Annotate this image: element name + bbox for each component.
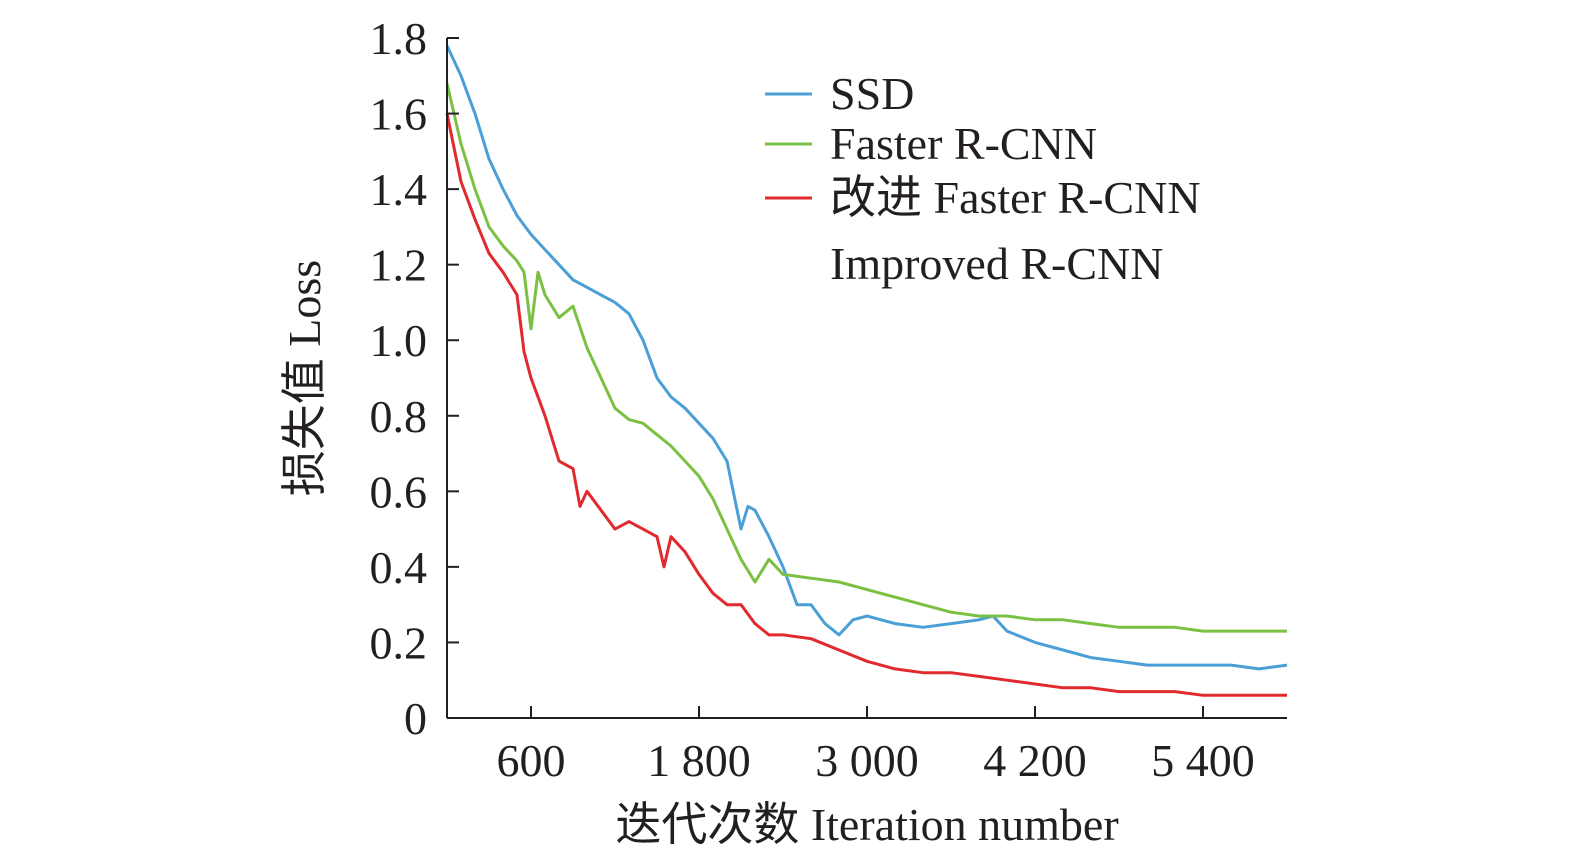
legend-label-ssd: SSD [830, 68, 914, 119]
y-tick-label: 1.8 [370, 13, 428, 64]
y-tick-label: 1.0 [370, 315, 428, 366]
series-layer [445, 44, 1288, 697]
x-tick-label: 1 800 [647, 735, 751, 786]
series-line-1 [445, 82, 1287, 633]
y-tick-label: 0.6 [370, 466, 428, 517]
series-line-2 [445, 113, 1287, 697]
legend-label-improved-faster-rcnn: 改进 Faster R-CNN [830, 172, 1201, 223]
x-tick-label: 3 000 [815, 735, 919, 786]
series-line-0 [445, 44, 1288, 671]
y-tick-label: 1.4 [370, 164, 428, 215]
legend-label-improved-rcnn-english: Improved R-CNN [830, 238, 1163, 289]
legend-label-faster-rcnn: Faster R-CNN [830, 118, 1097, 169]
tick-layer: 0 0.2 0.4 0.6 0.8 1.0 1.2 1.4 1.6 1.8 600 1 800 3 00… [370, 13, 1255, 786]
y-tick-label: 0.2 [370, 617, 428, 668]
y-tick-label: 0 [404, 693, 427, 744]
x-tick-label: 4 200 [983, 735, 1087, 786]
y-tick-label: 1.2 [370, 240, 428, 291]
y-tick-label: 0.8 [370, 391, 428, 442]
x-axis-title: 迭代次数 Iteration number [615, 799, 1118, 850]
legend: SSD Faster R-CNN 改进 Faster R-CNN Improve… [765, 68, 1201, 289]
y-axis-title: 损失值 Loss [279, 260, 330, 496]
x-tick-label: 5 400 [1151, 735, 1255, 786]
x-tick-label: 600 [497, 735, 566, 786]
y-tick-label: 1.6 [370, 89, 428, 140]
y-tick-label: 0.4 [370, 542, 428, 593]
